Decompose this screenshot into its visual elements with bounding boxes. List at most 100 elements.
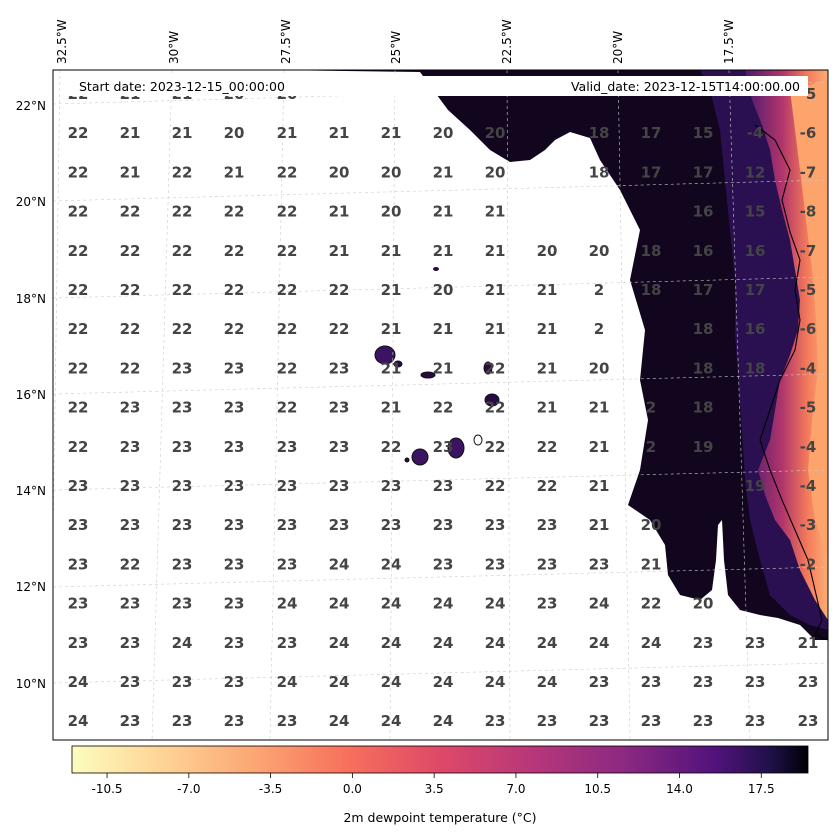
latitude-tick-label: 12°N (16, 580, 46, 594)
grid-value: 22 (68, 124, 89, 142)
colorbar-tick-label: -10.5 (92, 782, 123, 796)
grid-value: 23 (798, 673, 819, 691)
colorbar-ticks: -10.5 -7.0 -3.5 0.0 3.5 7.0 10.5 14.0 17.5 (92, 773, 775, 796)
grid-value: 23 (120, 477, 141, 495)
grid-value: 22 (224, 281, 245, 299)
grid-value: 23 (537, 555, 558, 573)
coastline (754, 124, 828, 641)
grid-value: 22 (172, 242, 193, 260)
grid-value: 23 (224, 359, 245, 377)
grid-value: 21 (433, 359, 454, 377)
grid-value: 24 (277, 673, 298, 691)
grid-value: 20 (485, 124, 506, 142)
grid-value: 15 (693, 124, 714, 142)
grid-value: 22 (277, 242, 298, 260)
grid-value: 23 (277, 712, 298, 730)
grid-value: 21 (537, 281, 558, 299)
grid-value: 23 (485, 516, 506, 534)
grid-value: 22 (68, 399, 89, 417)
longitude-tick-label: 27.5°W (279, 19, 293, 64)
grid-value: 23 (68, 595, 89, 613)
grid-value: 21 (589, 438, 610, 456)
longitude-tick-label: 20°W (611, 31, 625, 64)
grid-value: 22 (172, 163, 193, 181)
grid-value: 23 (172, 595, 193, 613)
grid-value: 23 (433, 555, 454, 573)
colorbar-tick-label: 14.0 (666, 782, 693, 796)
grid-value: 23 (277, 438, 298, 456)
grid-value: 23 (589, 673, 610, 691)
colorbar-tick-label: 3.5 (425, 782, 444, 796)
grid-value: 24 (485, 673, 506, 691)
grid-value: 21 (433, 163, 454, 181)
grid-value: -5 (800, 281, 817, 299)
grid-value: 17 (693, 281, 714, 299)
grid-value: -2 (800, 555, 817, 573)
grid-value: 22 (329, 281, 350, 299)
longitude-tick-labels: 32.5°W 30°W 27.5°W 25°W 22.5°W 20°W 17.5°W (55, 19, 736, 64)
grid-value: 23 (798, 712, 819, 730)
grid-value: 22 (485, 399, 506, 417)
grid-value: 21 (381, 281, 402, 299)
grid-value: 23 (120, 399, 141, 417)
grid-value: 21 (641, 555, 662, 573)
grid-value: 23 (277, 555, 298, 573)
grid-value: 23 (224, 673, 245, 691)
grid-value: 18 (693, 359, 714, 377)
grid-value: 17 (641, 124, 662, 142)
island-maio (473, 434, 483, 446)
grid-value: 18 (641, 281, 662, 299)
longitude-tick-label: 32.5°W (55, 19, 69, 64)
island-fogo (411, 448, 429, 466)
grid-value: 22 (120, 281, 141, 299)
grid-value: 21 (433, 242, 454, 260)
grid-value: 22 (485, 477, 506, 495)
grid-value: 21 (277, 124, 298, 142)
grid-value: 24 (433, 595, 454, 613)
grid-value: 23 (329, 438, 350, 456)
grid-value: 22 (224, 320, 245, 338)
grid-value: 23 (68, 516, 89, 534)
grid-value: 2 (594, 320, 604, 338)
latitude-tick-label: 22°N (16, 99, 46, 113)
grid-value: -7 (800, 163, 817, 181)
grid-value: 23 (329, 516, 350, 534)
grid-value: 2 (646, 399, 656, 417)
grid-value: 18 (641, 242, 662, 260)
grid-value: 21 (537, 399, 558, 417)
map-frame (52, 69, 829, 741)
grid-value: 22 (381, 438, 402, 456)
grid-value: 23 (745, 712, 766, 730)
colorbar-tick-label: -7.0 (177, 782, 200, 796)
island-santa-luzia (420, 371, 436, 379)
grid-value: 20 (693, 595, 714, 613)
grid-value: 24 (68, 712, 89, 730)
grid-value: 23 (641, 712, 662, 730)
island-boa-vista (484, 393, 500, 407)
grid-value: -5 (800, 399, 817, 417)
grid-value: 21 (381, 359, 402, 377)
grid-value: 24 (329, 634, 350, 652)
grid-value: 24 (589, 595, 610, 613)
grid-value: 21 (381, 242, 402, 260)
grid-value: 24 (329, 712, 350, 730)
grid-value: 2 (594, 281, 604, 299)
grid-value: -4 (800, 477, 817, 495)
grid-value: 20 (224, 124, 245, 142)
grid-value: 21 (172, 124, 193, 142)
grid-value: 24 (172, 634, 193, 652)
grid-value: 23 (172, 712, 193, 730)
grid-value: 21 (798, 634, 819, 652)
grid-value: 23 (224, 555, 245, 573)
grid-value: 21 (485, 242, 506, 260)
grid-value: 22 (172, 320, 193, 338)
grid-value: 20 (329, 163, 350, 181)
longitude-tick-label: 17.5°W (722, 19, 736, 64)
grid-value: 20 (381, 163, 402, 181)
grid-value: 22 (120, 320, 141, 338)
latitude-tick-label: 14°N (16, 484, 46, 498)
grid-value: 18 (693, 320, 714, 338)
grid-value: 23 (172, 516, 193, 534)
grid-value: 23 (120, 634, 141, 652)
grid-value: 15 (745, 203, 766, 221)
